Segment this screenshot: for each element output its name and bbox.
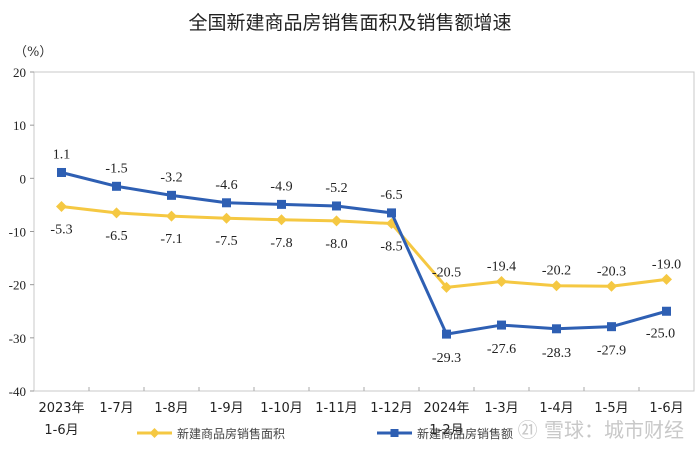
x-tick-label: 1-9月 <box>209 401 243 416</box>
square-marker <box>552 324 561 334</box>
data-label: -19.4 <box>487 259 516 274</box>
legend-label: 新建商品房销售额 <box>417 426 513 441</box>
diamond-marker <box>551 280 562 292</box>
diamond-marker <box>221 212 232 224</box>
series-line-area <box>61 205 667 289</box>
diamond-marker <box>331 215 342 227</box>
data-label: -20.2 <box>542 264 571 279</box>
data-label: -7.8 <box>270 236 292 251</box>
series-line-sales <box>61 171 667 336</box>
x-tick-label: 2023年 <box>38 401 84 416</box>
square-marker <box>57 167 66 177</box>
y-tick-label: -10 <box>9 225 26 240</box>
y-axis-unit-label: （%） <box>14 45 53 60</box>
y-tick-label: 20 <box>13 65 26 80</box>
diamond-marker <box>111 207 122 219</box>
x-tick-label: 2024年 <box>423 401 469 416</box>
data-label: -29.3 <box>432 351 461 366</box>
x-tick-label: 1-7月 <box>99 401 133 416</box>
x-tick-label: 1-11月 <box>315 401 358 416</box>
square-marker <box>277 199 286 209</box>
square-marker <box>112 181 121 191</box>
plot-frame <box>33 71 695 392</box>
legend-label: 新建商品房销售面积 <box>177 426 285 441</box>
x-tick-label: 1-4月 <box>539 401 573 416</box>
legend-square-icon <box>390 429 399 437</box>
x-tick-label: 1-10月 <box>260 401 303 416</box>
data-label: -5.3 <box>50 223 72 238</box>
data-label: -6.5 <box>105 229 127 244</box>
x-tick-label: 1-2月 <box>429 423 463 438</box>
x-tick-label: 1-8月 <box>154 401 188 416</box>
data-label: -7.5 <box>215 234 237 249</box>
square-marker <box>387 208 396 218</box>
data-label: -6.5 <box>380 188 402 203</box>
x-axis: 2023年 1-6月 1-7月 1-8月 1-9月 1-10月 1-11月 1-12月 2024… <box>38 387 684 438</box>
data-label: -4.9 <box>270 179 292 194</box>
square-marker <box>222 198 231 208</box>
x-tick-label: 1-6月 <box>649 401 683 416</box>
y-tick-label: -20 <box>9 278 26 293</box>
data-label: -7.1 <box>160 232 182 247</box>
x-tick-label: 1-5月 <box>594 401 628 416</box>
data-label: -25.0 <box>646 326 675 341</box>
x-tick-label: 1-3月 <box>484 401 518 416</box>
diamond-marker <box>661 273 672 285</box>
data-label: -5.2 <box>325 181 347 196</box>
y-tick-label: -30 <box>9 331 26 346</box>
watermark: ㉑ 雪球：城市财经 <box>517 418 684 442</box>
data-label: -8.5 <box>380 240 402 255</box>
y-tick-label: -40 <box>9 384 26 399</box>
y-tick-label: 10 <box>13 118 26 133</box>
diamond-marker <box>496 275 507 287</box>
data-label: -27.9 <box>597 344 626 359</box>
data-label: -28.3 <box>542 346 571 361</box>
square-marker <box>332 201 341 211</box>
diamond-marker <box>166 210 177 222</box>
data-label: -20.3 <box>597 264 626 279</box>
square-marker <box>607 322 616 332</box>
legend-diamond-icon <box>149 428 160 438</box>
square-marker <box>497 320 506 330</box>
diamond-marker <box>606 280 617 292</box>
square-marker <box>442 329 451 339</box>
diamond-marker <box>56 201 67 213</box>
x-tick-label: 1-12月 <box>370 401 413 416</box>
plot-area-border <box>33 71 695 392</box>
data-label: -1.5 <box>105 161 127 176</box>
series-group: -5.3 -6.5 -7.1 -7.5 -7.8 -8.0 -8.5 -20.5 -19.4 -2… <box>50 147 681 366</box>
square-marker <box>662 306 671 316</box>
data-label: -27.6 <box>487 342 516 357</box>
y-tick-label: 0 <box>20 171 27 186</box>
chart-title: 全国新建商品房销售面积及销售额增速 <box>188 12 512 34</box>
diamond-marker <box>441 281 452 293</box>
legend: 新建商品房销售面积 新建商品房销售额 <box>137 426 513 441</box>
data-label: -3.2 <box>160 170 182 185</box>
data-label: -19.0 <box>652 257 681 272</box>
square-marker <box>167 190 176 200</box>
x-tick-label: 1-6月 <box>44 423 78 438</box>
diamond-marker <box>276 214 287 226</box>
y-axis: 20 10 0 -10 -20 -30 -40 <box>9 65 34 399</box>
data-label: -20.5 <box>432 265 461 280</box>
data-label: -4.6 <box>215 178 237 193</box>
data-label: 1.1 <box>53 147 71 162</box>
data-label: -8.0 <box>325 237 347 252</box>
